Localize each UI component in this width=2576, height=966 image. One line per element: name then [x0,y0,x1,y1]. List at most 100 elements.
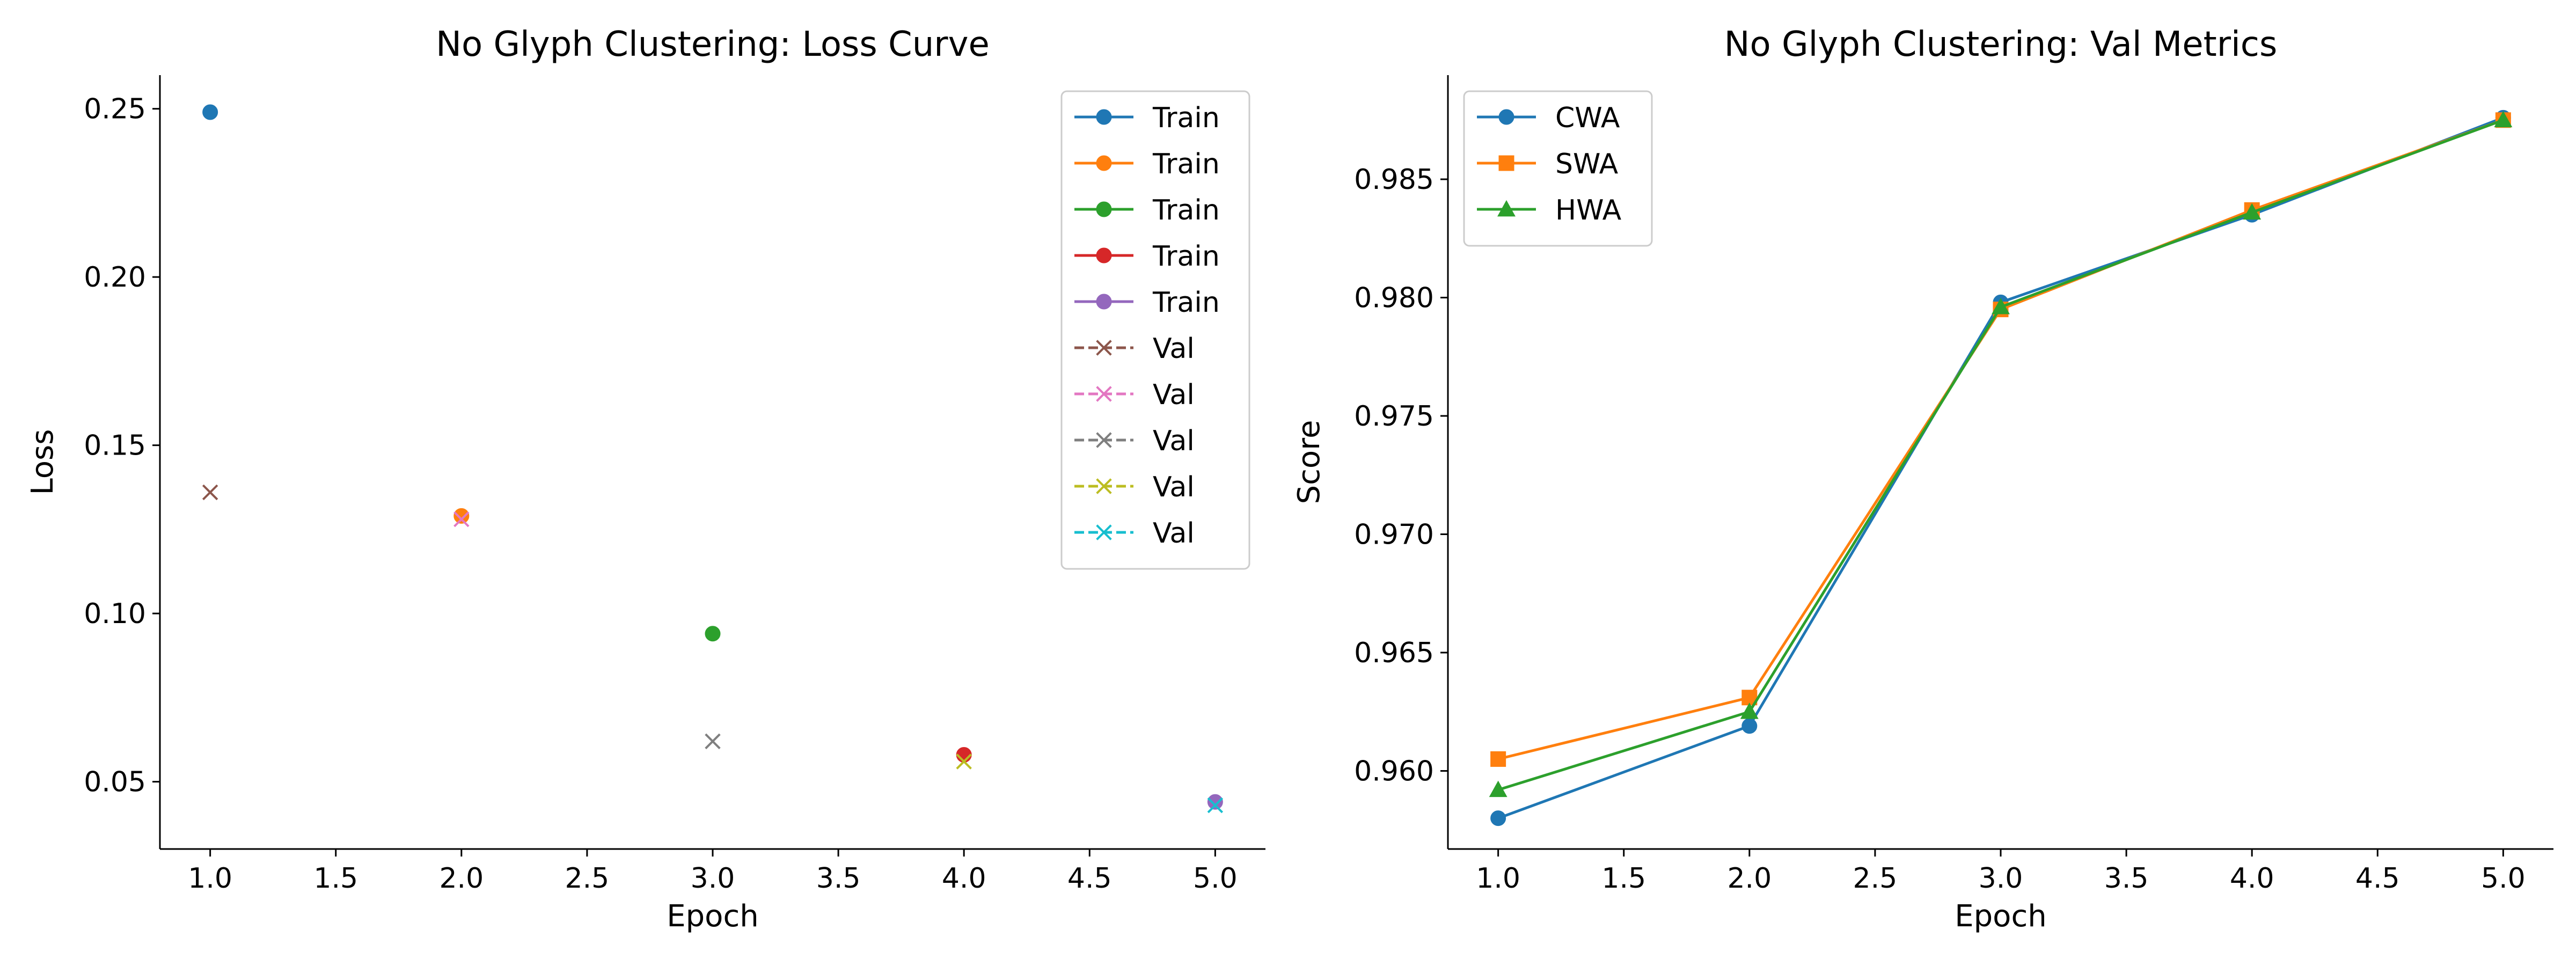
x-tick-label: 3.0 [691,862,735,895]
legend-swatch-marker [1497,200,1516,217]
x-tick-label: 2.0 [439,862,484,895]
y-tick-label: 0.15 [84,430,146,462]
data-point [202,484,218,501]
y-tick-label: 0.05 [84,766,146,799]
series-val-7 [705,733,721,750]
data-point [1489,780,1507,797]
x-tick-label: 4.5 [2355,862,2400,895]
legend: CWA SWA HWA [1463,90,1653,247]
series-train-1 [453,508,470,524]
legend-entry-label: Val [1153,333,1195,365]
legend-swatch-marker-b [1096,432,1112,448]
legend-swatch-marker [1096,524,1112,540]
data-point [1741,718,1758,734]
legend-entry-label: HWA [1555,194,1622,226]
legend-entry-label: Val [1153,471,1195,503]
x-tick-label: 1.0 [1476,862,1520,895]
series-train-0 [202,104,218,120]
x-tick-label: 1.5 [1601,862,1646,895]
series-val-9 [1207,797,1224,814]
legend-frame [1463,90,1653,247]
y-tick-label: 0.20 [84,261,146,294]
x-axis-label: Epoch [667,899,758,934]
data-point [2494,111,2513,128]
x-tick-label: 4.5 [1067,862,1112,895]
data-point-b [1207,797,1224,814]
x-tick-label: 1.0 [188,862,232,895]
legend-swatch-marker [1096,247,1112,264]
data-point [705,626,721,642]
x-tick-label: 5.0 [1193,862,1238,895]
legend: Train Train Train Train Train Val Val Val Val Val [1060,90,1250,570]
legend-swatch-marker-b [1096,340,1112,356]
legend-swatch-marker [1096,155,1112,171]
legend-swatch-marker [1096,478,1112,494]
series-val-6 [453,511,470,528]
legend-entry-label: Train [1152,194,1220,226]
chart-title: No Glyph Clustering: Val Metrics [1724,25,2278,64]
data-point [202,104,218,120]
legend-swatch-marker [1498,155,1514,171]
data-point [1207,794,1223,810]
y-tick-label: 0.980 [1354,282,1434,314]
data-point [956,753,972,770]
x-tick-label: 2.0 [1727,862,1772,895]
legend-entry-label: Train [1152,102,1220,134]
data-point-b [202,484,218,501]
y-tick-label: 0.960 [1354,755,1434,787]
y-tick-label: 0.965 [1354,637,1434,669]
chart-title: No Glyph Clustering: Loss Curve [436,25,990,64]
y-tick-label: 0.975 [1354,400,1434,433]
data-point [1490,751,1506,767]
x-tick-label: 2.5 [1853,862,1898,895]
data-point-b [705,733,721,750]
legend-entry-label: Train [1152,287,1220,319]
data-point-b [956,753,972,770]
legend-entry-label: Val [1153,379,1195,411]
data-point [1490,810,1506,826]
y-tick-label: 0.25 [84,93,146,126]
legend-entry-label: Train [1152,148,1220,180]
legend-swatch-marker [1096,386,1112,402]
data-point [453,508,470,524]
y-axis-label: Loss [25,429,60,495]
legend-entry-label: Val [1153,517,1195,550]
data-point [2243,203,2262,220]
x-tick-label: 3.5 [2104,862,2149,895]
legend-swatch-marker [1096,294,1112,310]
legend-swatch-marker [1096,340,1112,356]
legend-swatch-marker [1096,201,1112,217]
series-hwa-2 [1489,111,2513,797]
x-tick-label: 3.5 [816,862,861,895]
val-metrics-panel: No Glyph Clustering: Val Metrics 1.0 1.5 2.… [1292,25,2553,934]
data-point [453,511,470,528]
legend-swatch-marker-b [1096,524,1112,540]
legend-entry-label: Train [1152,240,1220,273]
x-tick-label: 5.0 [2481,862,2526,895]
series-train-4 [1207,794,1223,810]
legend-swatch-marker [1096,109,1112,125]
legend-swatch-marker-b [1096,386,1112,402]
series-train-2 [705,626,721,642]
series-val-8 [956,753,972,770]
x-tick-label: 1.5 [313,862,358,895]
y-axis-label: Score [1292,420,1327,504]
loss-curve-panel: No Glyph Clustering: Loss Curve 1.0 1.5 2.0… [25,25,1265,934]
legend-entry-label: Val [1153,425,1195,457]
legend-entry-label: SWA [1555,148,1619,180]
series-val-5 [202,484,218,501]
legend-swatch-marker [1498,109,1514,125]
legend-swatch-marker [1096,432,1112,448]
x-tick-label: 3.0 [1979,862,2023,895]
legend-swatch-marker-b [1096,478,1112,494]
y-tick-label: 0.10 [84,598,146,630]
x-tick-label: 2.5 [565,862,610,895]
legend-entry-label: CWA [1555,102,1620,134]
data-point-b [453,511,470,528]
data-point [1740,702,1759,719]
y-tick-label: 0.985 [1354,164,1434,196]
x-tick-label: 4.0 [2230,862,2274,895]
x-tick-label: 4.0 [942,862,986,895]
data-point [705,733,721,750]
